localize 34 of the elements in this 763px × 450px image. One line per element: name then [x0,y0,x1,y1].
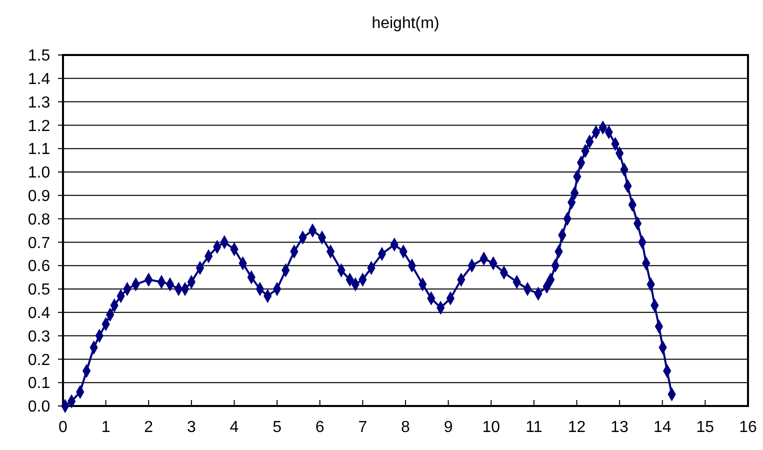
y-tick-label: 0.3 [28,328,50,346]
y-tick-label: 0.6 [28,258,50,276]
x-tick-label: 2 [144,419,154,436]
x-tick-label: 11 [526,419,542,436]
x-tick-label: 14 [653,419,672,436]
y-tick-label: 1.3 [28,94,50,112]
x-tick-label: 12 [568,419,586,436]
x-tick-label: 0 [58,419,68,436]
y-tick-label: 1.0 [28,164,50,182]
y-tick-label: 0.1 [28,375,50,392]
y-tick-label: 0.5 [28,282,50,299]
y-tick-label: 0.2 [28,352,50,369]
x-tick-label: 10 [482,419,500,436]
x-tick-label: 15 [696,419,714,436]
x-tick-label: 6 [315,419,324,436]
x-tick-label: 7 [358,419,368,436]
y-tick-label: 0.0 [28,398,50,416]
y-tick-label: 0.9 [28,188,50,205]
x-tick-label: 1 [101,419,110,436]
x-tick-label: 4 [230,419,239,436]
x-tick-label: 16 [739,419,757,436]
y-tick-label: 0.8 [28,211,50,228]
y-tick-label: 0.4 [28,305,50,322]
y-tick-label: 1.4 [28,71,50,88]
x-tick-label: 8 [401,419,410,436]
x-tick-label: 3 [186,419,196,436]
y-tick-label: 0.7 [28,234,50,252]
x-tick-label: 9 [444,419,453,436]
chart-title: height(m) [372,15,440,32]
y-tick-label: 1.5 [28,48,50,65]
y-tick-label: 1.1 [28,141,50,158]
x-tick-label: 13 [610,419,629,436]
x-tick-label: 5 [272,419,282,436]
y-tick-label: 1.2 [28,118,50,135]
